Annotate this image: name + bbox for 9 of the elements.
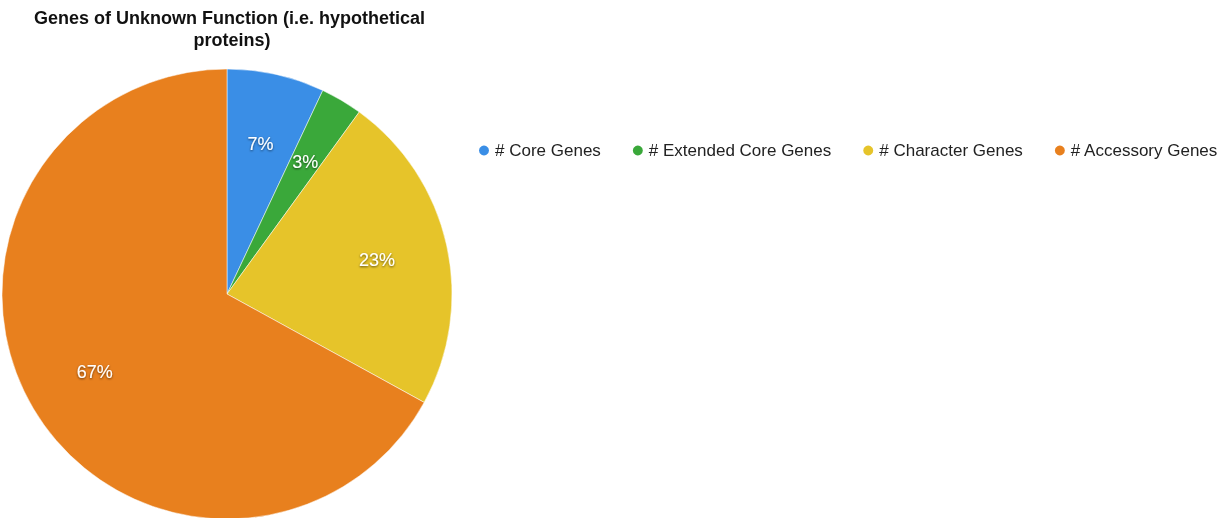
legend-label: # Accessory Genes (1070, 141, 1218, 160)
legend-label: # Character Genes (879, 141, 1023, 160)
data-label: 23% (358, 250, 395, 271)
legend-label: # Extended Core Genes (648, 141, 832, 160)
data-label: 67% (76, 362, 113, 383)
data-label: 3% (292, 151, 319, 172)
legend-label: # Core Genes (495, 141, 601, 160)
chart-title: Genes of Unknown Function (i.e. hypothetical proteins) (33, 8, 431, 50)
data-label: 7% (247, 134, 274, 155)
